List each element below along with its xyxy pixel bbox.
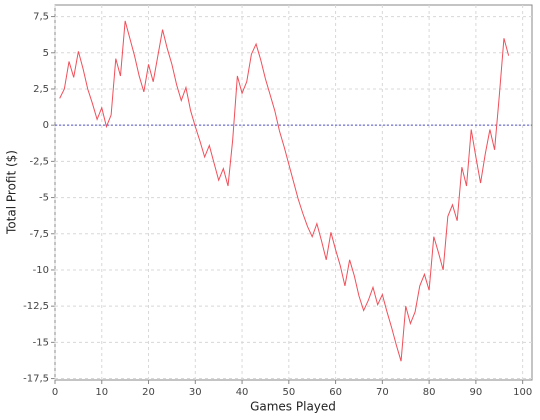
y-tick-label: 0 [43, 120, 49, 131]
x-tick-label: 20 [142, 387, 155, 398]
x-tick-label: 50 [282, 387, 295, 398]
x-axis-title: Games Played [250, 400, 336, 414]
x-tick-label: 80 [423, 387, 436, 398]
x-tick-label: 90 [470, 387, 483, 398]
x-tick-label: 0 [52, 387, 58, 398]
y-axis-title: Total Profit ($) [5, 150, 19, 235]
x-tick-label: 30 [189, 387, 202, 398]
x-tick-label: 40 [236, 387, 249, 398]
data-line [59, 20, 510, 362]
x-tick-label: 10 [95, 387, 108, 398]
x-tick-label: 70 [376, 387, 389, 398]
x-tick-label: 60 [329, 387, 342, 398]
y-tick-label: 2,5 [33, 84, 49, 95]
y-tick-label: -7,5 [29, 229, 49, 240]
y-tick-label: -10 [33, 265, 49, 276]
x-tick-label: 100 [513, 387, 532, 398]
y-tick-label: 5 [43, 48, 49, 59]
y-tick-label: -5 [39, 193, 49, 204]
y-tick-label: -15 [33, 337, 49, 348]
plot-area [54, 4, 533, 381]
y-tick-label: 7,5 [33, 12, 49, 23]
y-tick-label: -17,5 [23, 374, 49, 385]
y-tick-label: -12,5 [23, 301, 49, 312]
y-tick-label: -2,5 [29, 156, 49, 167]
